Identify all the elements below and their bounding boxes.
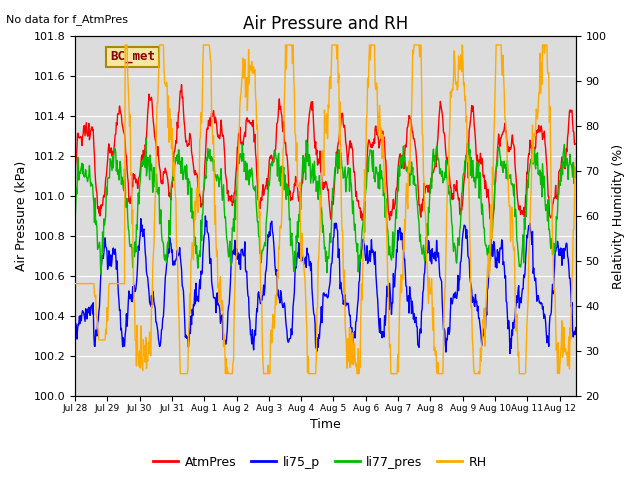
Text: BC_met: BC_met xyxy=(110,50,155,63)
Text: No data for f_AtmPres: No data for f_AtmPres xyxy=(6,14,129,25)
X-axis label: Time: Time xyxy=(310,419,340,432)
Y-axis label: Air Pressure (kPa): Air Pressure (kPa) xyxy=(15,161,28,271)
Legend: AtmPres, li75_p, li77_pres, RH: AtmPres, li75_p, li77_pres, RH xyxy=(148,451,492,474)
Y-axis label: Relativity Humidity (%): Relativity Humidity (%) xyxy=(612,144,625,288)
Title: Air Pressure and RH: Air Pressure and RH xyxy=(243,15,408,33)
